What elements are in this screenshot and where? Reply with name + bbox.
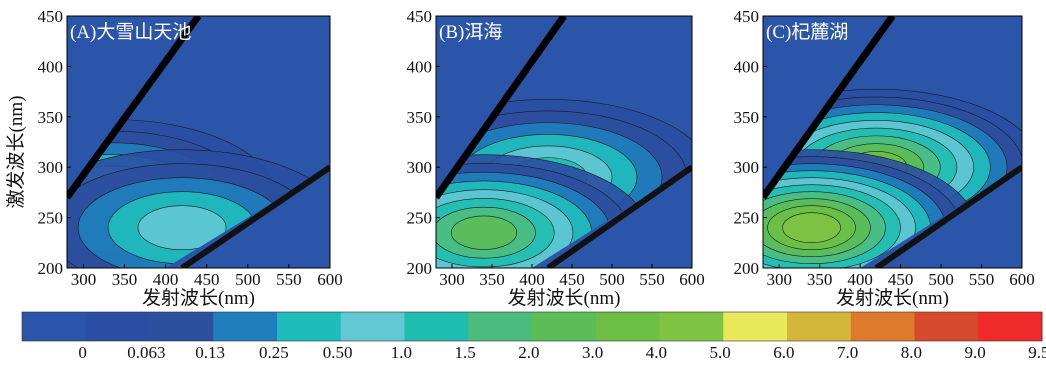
panel-title: (A)大雪山天池 [70,21,191,43]
x-tick-label: 500 [599,270,625,289]
y-tick-label: 450 [38,7,64,26]
colorbar-label: 8.0 [901,343,922,362]
x-axis-label: 发射波长(nm) [836,287,949,309]
y-tick-label: 450 [407,7,433,26]
colorbar-swatch [341,312,405,341]
colorbar-swatch [787,312,851,341]
colorbar-label: 4.0 [646,343,667,362]
colorbar-label: 9.5 [1028,343,1046,362]
x-tick-label: 550 [639,270,665,289]
colorbar-swatch [86,312,150,341]
x-axis-label: 发射波长(nm) [508,287,621,309]
panel-1: 300 350 400 450 500 550 600 200 250 300 350 400 450 (… [0,7,346,321]
y-tick-label: 400 [38,57,64,76]
x-tick-label: 600 [679,270,705,289]
colorbar-swatch [723,312,787,341]
colorbar-swatch [532,312,596,341]
colorbar-swatch [978,312,1042,341]
x-tick-label: 600 [1009,270,1035,289]
y-axis-label: 激发波长(nm) [5,96,27,209]
y-tick-label: 200 [38,259,64,278]
x-tick-label: 400 [847,270,873,289]
y-tick-label: 250 [734,209,760,228]
y-tick-label: 250 [407,209,433,228]
x-tick-label: 400 [519,270,545,289]
y-tick-label: 350 [407,108,433,127]
contour-area [320,16,712,311]
x-tick-label: 600 [317,270,343,289]
colorbar-swatch [405,312,469,341]
x-tick-label: 450 [559,270,585,289]
colorbar-label: 0.13 [195,343,225,362]
colorbar: 0 0.063 0.13 0.25 0.50 1.0 1.5 2.0 3.0 4.0 5.0 6.0 7… [22,312,1046,362]
colorbar-label: 1.0 [391,343,412,362]
x-tick-label: 350 [479,270,505,289]
x-tick-label: 400 [153,270,179,289]
colorbar-label: 6.0 [773,343,794,362]
y-tick-label: 350 [38,108,64,127]
contour-level-8 [451,216,517,250]
x-tick-label: 450 [194,270,220,289]
y-tick-label: 200 [734,259,760,278]
x-tick-label: 450 [888,270,914,289]
x-tick-label: 350 [807,270,833,289]
x-tick-label: 300 [71,270,97,289]
panel-3: 300 350 400 450 500 550 600 200 250 300 350 400 450 (… [648,7,1041,311]
colorbar-label: 1.5 [454,343,475,362]
colorbar-swatch [150,312,214,341]
y-tick-label: 250 [38,209,64,228]
colorbar-swatch [468,312,532,341]
panel-title: (C)杞麓湖 [766,21,848,43]
y-tick-label: 300 [734,158,760,177]
x-tick-label: 500 [928,270,954,289]
colorbar-label: 5.0 [709,343,730,362]
x-tick-label: 550 [969,270,995,289]
colorbar-label: 2.0 [518,343,539,362]
colorbar-swatch [596,312,660,341]
panel-2: 300 350 400 450 500 550 600 200 250 300 350 400 450 (… [320,7,712,311]
colorbar-label: 3.0 [582,343,603,362]
x-tick-label: 300 [439,270,465,289]
panel-title: (B)洱海 [439,21,502,43]
colorbar-swatch [851,312,915,341]
contour-level-10 [783,213,841,243]
colorbar-swatch [213,312,277,341]
colorbar-label: 7.0 [837,343,858,362]
x-axis-label: 发射波长(nm) [142,287,255,309]
y-tick-label: 400 [407,57,433,76]
x-tick-label: 300 [766,270,792,289]
x-tick-label: 500 [235,270,261,289]
colorbar-swatch [915,312,979,341]
y-tick-label: 200 [407,259,433,278]
colorbar-swatch [660,312,724,341]
colorbar-label: 0.25 [259,343,289,362]
colorbar-swatch [277,312,341,341]
y-tick-label: 450 [734,7,760,26]
colorbar-label: 0.063 [127,343,165,362]
y-tick-label: 400 [734,57,760,76]
colorbar-label: 0.50 [323,343,353,362]
colorbar-label: 0 [78,343,87,362]
colorbar-label: 9.0 [964,343,985,362]
y-tick-label: 300 [407,158,433,177]
colorbar-swatch [22,312,86,341]
panels: 300 350 400 450 500 550 600 200 250 300 350 400 450 (… [0,7,1040,321]
y-tick-label: 300 [38,158,64,177]
x-tick-label: 350 [112,270,138,289]
x-tick-label: 550 [276,270,302,289]
y-tick-label: 350 [734,108,760,127]
